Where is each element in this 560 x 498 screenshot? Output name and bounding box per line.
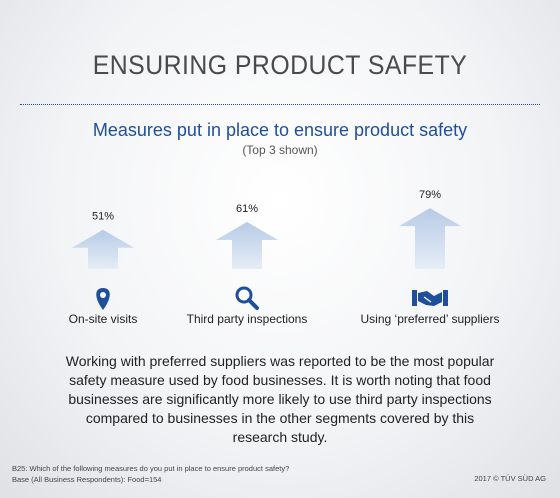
footnote-base: Base (All Business Respondents): Food=15… (12, 475, 162, 484)
arrow-bar (399, 208, 461, 269)
dotted-divider (20, 104, 540, 105)
magnifier-icon (235, 286, 259, 310)
chart-title: Measures put in place to ensure product … (92, 120, 468, 140)
handshake-icon (412, 290, 448, 306)
arrow-bar (216, 221, 278, 269)
location-pin-icon (96, 288, 110, 310)
value-label: 79% (419, 189, 441, 201)
footnote: B25: Which of the following measures do … (12, 463, 432, 485)
summary-paragraph: Working with preferred suppliers was rep… (65, 353, 495, 445)
category-label: On-site visits (69, 312, 138, 326)
copyright: 2017 © TÜV SÜD AG (474, 474, 546, 483)
value-label: 51% (92, 211, 114, 223)
chart-subtitle: (Top 3 shown) (242, 143, 318, 157)
page-title: ENSURING PRODUCT SAFETY (92, 50, 468, 80)
value-label: 61% (236, 203, 258, 215)
category-label: Third party inspections (187, 312, 308, 326)
category-label: Using ‘preferred’ suppliers (361, 312, 500, 326)
arrow-chart: 51% On-site visits 61% Third party inspecti… (69, 189, 500, 326)
arrow-bar (72, 229, 134, 269)
footnote-question: B25: Which of the following measures do … (12, 464, 290, 473)
